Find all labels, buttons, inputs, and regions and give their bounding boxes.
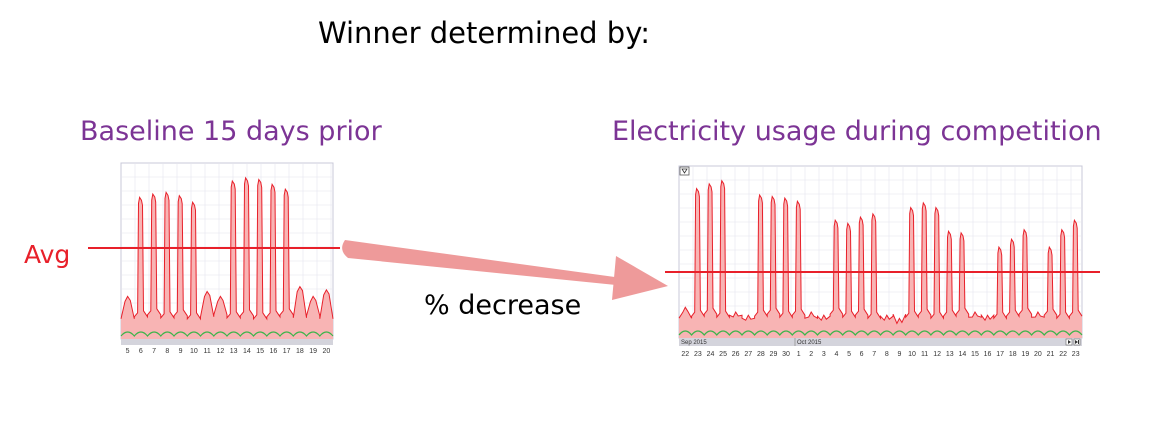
green-wave-line	[678, 330, 1083, 336]
x-tick-label: 15	[256, 348, 264, 355]
x-tick-label: 5	[126, 348, 130, 355]
baseline-chart: 5 6 7 8 9 10 11 12 13 14 15 16 17 18 19 20	[120, 162, 334, 355]
x-tick-label: 19	[1021, 351, 1029, 358]
usage-area	[121, 177, 333, 339]
baseline-chart-x-ticks: 5 6 7 8 9 10 11 12 13 14 15 16 17 18 19 20	[126, 348, 331, 355]
x-tick-label: 22	[1059, 351, 1067, 358]
competition-chart-x-ticks: 22 23 24 25 26 27 28 29 30 1 2 3 4 5 6 7 8 9 10 11 12 13 14 15 1…	[681, 351, 1079, 358]
x-tick-label: 2	[809, 351, 813, 358]
x-tick-label: 6	[139, 348, 143, 355]
decrease-arrow	[342, 240, 668, 300]
x-tick-label: 17	[996, 351, 1004, 358]
competition-chart: Sep 2015 Oct 2015 22 23 24 25 26 27 28 29 30 1 2 3 4…	[678, 165, 1083, 358]
x-tick-label: 27	[744, 351, 752, 358]
x-tick-label: 13	[230, 348, 238, 355]
x-tick-label: 30	[782, 351, 790, 358]
x-tick-label: 3	[822, 351, 826, 358]
x-tick-label: 14	[958, 351, 966, 358]
x-tick-label: 26	[732, 351, 740, 358]
baseline-chart-series	[120, 176, 334, 339]
x-tick-label: 18	[1009, 351, 1017, 358]
x-tick-label: 6	[860, 351, 864, 358]
x-tick-label: 1	[797, 351, 801, 358]
x-tick-label: 14	[243, 348, 251, 355]
x-tick-label: 8	[885, 351, 889, 358]
baseline-chart-axis-bar	[121, 339, 333, 345]
x-tick-label: 29	[770, 351, 778, 358]
x-tick-label: 8	[165, 348, 169, 355]
x-tick-label: 9	[179, 348, 183, 355]
x-tick-label: 7	[152, 348, 156, 355]
x-tick-label: 12	[216, 348, 224, 355]
heading: Winner determined by:	[317, 16, 651, 50]
x-tick-label: 11	[921, 351, 928, 358]
play-icon	[1068, 340, 1071, 344]
x-tick-label: 16	[269, 348, 277, 355]
competition-chart-timeline-bar	[679, 338, 1082, 346]
x-tick-label: 4	[834, 351, 838, 358]
x-tick-label: 11	[203, 348, 210, 355]
x-tick-label: 22	[681, 351, 689, 358]
x-tick-label: 16	[984, 351, 992, 358]
x-tick-label: 20	[322, 348, 330, 355]
usage-line	[120, 176, 334, 321]
x-tick-label: 15	[971, 351, 979, 358]
x-tick-label: 9	[897, 351, 901, 358]
x-tick-label: 21	[1047, 351, 1055, 358]
x-tick-label: 18	[296, 348, 304, 355]
x-tick-label: 17	[283, 348, 291, 355]
competition-chart-series	[678, 179, 1083, 338]
usage-line	[678, 179, 1083, 325]
x-tick-label: 7	[872, 351, 876, 358]
x-tick-label: 5	[847, 351, 851, 358]
month-label-oct: Oct 2015	[797, 340, 822, 346]
baseline-title: Baseline 15 days prior	[80, 116, 382, 147]
month-label-sep: Sep 2015	[681, 340, 707, 346]
x-tick-label: 24	[707, 351, 715, 358]
x-tick-label: 13	[946, 351, 954, 358]
x-tick-label: 19	[309, 348, 317, 355]
dropdown-triangle-icon	[681, 168, 688, 174]
chart-menu-button[interactable]	[679, 166, 690, 176]
baseline-chart-green-wave	[120, 331, 334, 337]
arrow-shaft	[342, 240, 626, 286]
x-tick-label: 23	[694, 351, 702, 358]
arrow-head	[612, 256, 668, 300]
x-tick-label: 10	[908, 351, 916, 358]
skip-end-icon	[1075, 340, 1079, 344]
avg-label: Avg	[24, 240, 71, 269]
x-tick-label: 10	[190, 348, 198, 355]
x-tick-label: 25	[719, 351, 727, 358]
x-tick-label: 12	[933, 351, 941, 358]
competition-chart-green-wave	[678, 330, 1083, 336]
x-tick-label: 20	[1034, 351, 1042, 358]
x-tick-label: 28	[757, 351, 765, 358]
percent-decrease-label: % decrease	[424, 290, 582, 321]
green-wave-line	[120, 331, 334, 337]
x-tick-label: 23	[1072, 351, 1080, 358]
competition-title: Electricity usage during competition	[612, 116, 1102, 147]
